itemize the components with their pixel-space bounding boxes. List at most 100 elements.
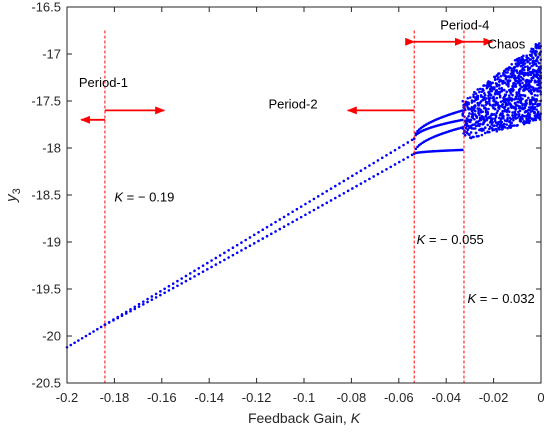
data-point (473, 117, 476, 121)
data-point (527, 82, 531, 85)
data-point (493, 86, 496, 89)
data-point (532, 56, 535, 60)
data-point (534, 54, 538, 57)
period-4-label: Period-4 (440, 18, 489, 33)
data-point (269, 223, 273, 226)
data-point (503, 126, 507, 129)
data-point (416, 145, 419, 149)
y-tick-label: -18 (42, 141, 61, 156)
data-point (483, 93, 487, 97)
data-point (287, 213, 290, 216)
data-point (521, 103, 524, 107)
data-point (523, 65, 527, 69)
data-point (523, 106, 527, 110)
data-point (502, 117, 505, 120)
data-point (483, 131, 487, 135)
data-point (529, 88, 533, 92)
data-point (282, 215, 286, 219)
data-point (502, 122, 506, 126)
data-point (502, 114, 505, 118)
data-point (481, 110, 485, 114)
data-point (308, 211, 311, 214)
data-point (467, 124, 470, 128)
data-point (385, 167, 388, 171)
data-point (359, 182, 363, 185)
data-point (510, 67, 514, 70)
data-point (180, 282, 184, 285)
data-point (393, 148, 397, 152)
data-point (520, 85, 523, 89)
period-1-label: Period-1 (79, 75, 128, 90)
data-point (522, 68, 526, 72)
x-tick-label: -0.14 (194, 390, 224, 405)
data-point (474, 131, 478, 135)
data-point (532, 76, 535, 80)
data-point (278, 227, 282, 231)
y-tick-label: -16.5 (31, 0, 61, 15)
data-point (527, 73, 530, 77)
data-point (519, 79, 523, 82)
data-point (482, 128, 485, 132)
data-point (494, 127, 498, 131)
data-point (466, 128, 470, 131)
data-point (372, 175, 375, 178)
data-point (167, 289, 171, 292)
data-point (489, 93, 493, 97)
data-point (252, 242, 256, 245)
data-point (521, 117, 524, 121)
k-value-1-label: K = − 0.19 (114, 190, 174, 205)
data-point (497, 76, 500, 79)
data-point (475, 115, 479, 118)
data-point (536, 94, 539, 97)
data-point (368, 177, 371, 181)
x-tick-label: -0.06 (384, 390, 414, 405)
data-point (77, 339, 80, 342)
data-point (129, 308, 132, 311)
data-point (468, 96, 472, 99)
data-point (397, 160, 401, 164)
data-point (346, 177, 350, 180)
data-point (227, 256, 230, 259)
data-point (265, 225, 269, 229)
data-point (474, 92, 478, 95)
arrows (80, 37, 494, 124)
data-point (463, 108, 467, 112)
data-point (244, 238, 247, 242)
data-point (516, 71, 519, 75)
data-point (513, 114, 517, 118)
data-point (316, 206, 320, 209)
data-point (351, 187, 354, 190)
data-point (482, 104, 485, 108)
data-point (526, 65, 529, 68)
data-point (214, 256, 218, 260)
data-point (92, 330, 95, 333)
x-tick-label: 0 (537, 390, 544, 405)
data-point (473, 109, 477, 113)
data-point (495, 89, 499, 92)
data-point (218, 260, 222, 264)
data-point (525, 99, 528, 102)
data-point (486, 112, 489, 116)
data-point (503, 81, 507, 85)
data-point (523, 94, 527, 97)
data-point (493, 98, 496, 101)
data-point (495, 124, 499, 127)
data-point (120, 314, 124, 318)
data-point (468, 133, 471, 137)
data-point (218, 254, 222, 257)
data-point (530, 92, 533, 96)
data-point (376, 172, 380, 176)
chaos-label: Chaos (488, 36, 526, 51)
data-point (507, 110, 511, 114)
data-point (385, 153, 388, 157)
data-point (534, 118, 538, 122)
data-point (535, 97, 538, 101)
x-tick-label: -0.18 (100, 390, 130, 405)
data-point (171, 286, 175, 290)
data-point (84, 334, 88, 338)
k-value-2-label: K = − 0.055 (417, 232, 484, 247)
data-point (528, 66, 532, 70)
data-point (476, 88, 480, 91)
data-point (342, 179, 346, 183)
data-point (505, 123, 509, 126)
